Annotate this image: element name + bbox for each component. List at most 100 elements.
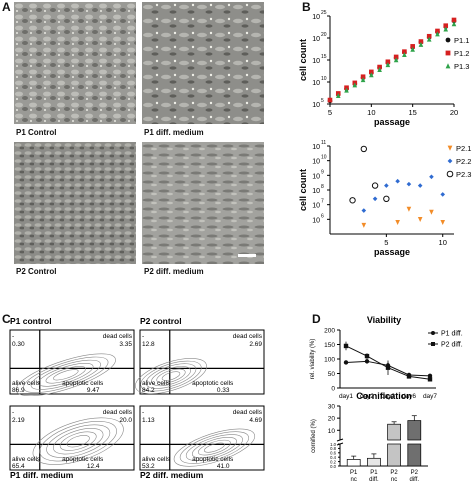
y-tick-label: 100 [324,357,335,364]
data-point [364,359,370,364]
data-point [393,54,399,60]
x-axis-label: passage [374,117,410,127]
contour-line [135,358,207,395]
y-tick-label: 150 [324,342,335,349]
micrograph-p2-diff-medium [142,142,264,264]
data-point [344,87,349,93]
chart-viability: Viability 0 50 100 150 200 day1 day2 day3 day6 day… [310,315,463,400]
quadrant-ur-label: dead cells [103,333,133,340]
data-point [427,377,433,382]
quadrant-lr-value: 9.47 [87,387,100,394]
x-tick-label: diff. [369,477,379,483]
y-tick-exponent: 9 [321,169,324,175]
y-tick-exponent: 20 [321,32,327,38]
bar [367,457,381,467]
data-point [395,219,400,225]
quadrant-ur-label: dead cells [233,409,263,416]
y-tick-label: 10 [312,80,320,87]
contour-line [191,437,237,459]
legend-marker [447,145,453,151]
data-point [417,217,423,223]
legend-label: P1 diff. [441,331,463,338]
data-point [443,26,449,32]
y-tick-exponent: 25 [321,10,327,16]
caption-p2-control: P2 Control [16,267,57,276]
x-tick-label: day7 [423,393,437,400]
quadrant-ul-label: - [12,333,14,340]
legend-label: P1.2 [454,49,469,58]
legend-label: P2.1 [456,144,471,153]
y-tick-exponent: 11 [321,140,326,146]
x-tick-label: day6 [402,393,416,400]
chart-cornification: Cornification 10 20 30 0.00.20.40.60.81.0 cor… [311,391,428,483]
data-point [443,23,449,28]
data-point [426,33,432,39]
data-point [385,365,391,370]
data-point [429,209,434,215]
y-tick-exponent: 8 [321,184,324,190]
data-point [361,208,367,213]
contour-line [38,362,94,387]
y-tick-label: 50 [328,371,336,378]
data-point [435,31,440,37]
quadrant-ll-value: 84.2 [142,387,155,394]
micrograph-texture [142,142,264,264]
flow-plot-frame [139,329,265,395]
y-tick-label: 20 [328,416,336,423]
data-point [417,183,423,188]
data-point [385,62,391,68]
contour-line [161,371,181,381]
data-point [343,360,349,365]
y-tick-label: 10 [328,428,336,435]
quadrant-ll-label: alive cells [12,456,41,463]
x-tick-label: day2 [360,393,374,400]
data-point [352,82,358,88]
caption-p1-control: P1 Control [16,128,57,137]
y-tick-label: 0 [331,386,335,393]
x-tick-label: 5 [384,238,388,247]
x-tick-label: 10 [439,238,447,247]
chart-title: Viability [367,315,401,325]
flow-plot-title: P2 control [140,318,182,326]
x-axis-label: passage [374,247,410,257]
contour-line [46,424,111,458]
y-tick-exponent: 10 [321,155,327,161]
data-point [451,17,457,23]
legend-marker [445,50,451,56]
quadrant-ur-value: 3.35 [119,341,132,348]
legend-marker [446,170,454,178]
data-point [364,353,370,359]
contour-line [23,356,109,393]
data-point [377,66,382,72]
data-point [410,46,415,52]
y-tick-label: 0.2 [330,459,336,464]
data-point [426,36,432,42]
quadrant-ul-value: 0.30 [12,341,25,348]
quadrant-ur-value: 20.0 [119,417,132,424]
x-tick-label: 5 [328,108,332,117]
data-point [335,92,341,98]
micrograph-p1-control [14,2,136,124]
contour-line [39,421,117,462]
x-tick-label: 20 [450,108,458,117]
y-tick-exponent: 10 [321,76,327,82]
micrograph-texture [14,2,136,124]
data-point [406,206,412,212]
legend-marker [447,158,453,164]
contour-line [32,417,124,465]
y-tick-label: 200 [324,328,335,335]
quadrant-ll-label: alive cells [12,380,41,387]
contour-line [151,366,191,387]
x-tick-label: P2 [411,470,419,476]
contour-line [156,368,186,384]
contour-line [185,434,243,461]
contour-line [173,428,256,467]
contour-line [53,428,104,455]
data-point [360,77,366,83]
quadrant-lr-value: 0.33 [217,387,230,394]
caption-p2-diff-medium: P2 diff. medium [144,267,204,276]
bar [407,420,422,441]
x-tick-label: day1 [339,393,353,400]
legend-marker [445,37,451,43]
data-point [395,178,400,184]
